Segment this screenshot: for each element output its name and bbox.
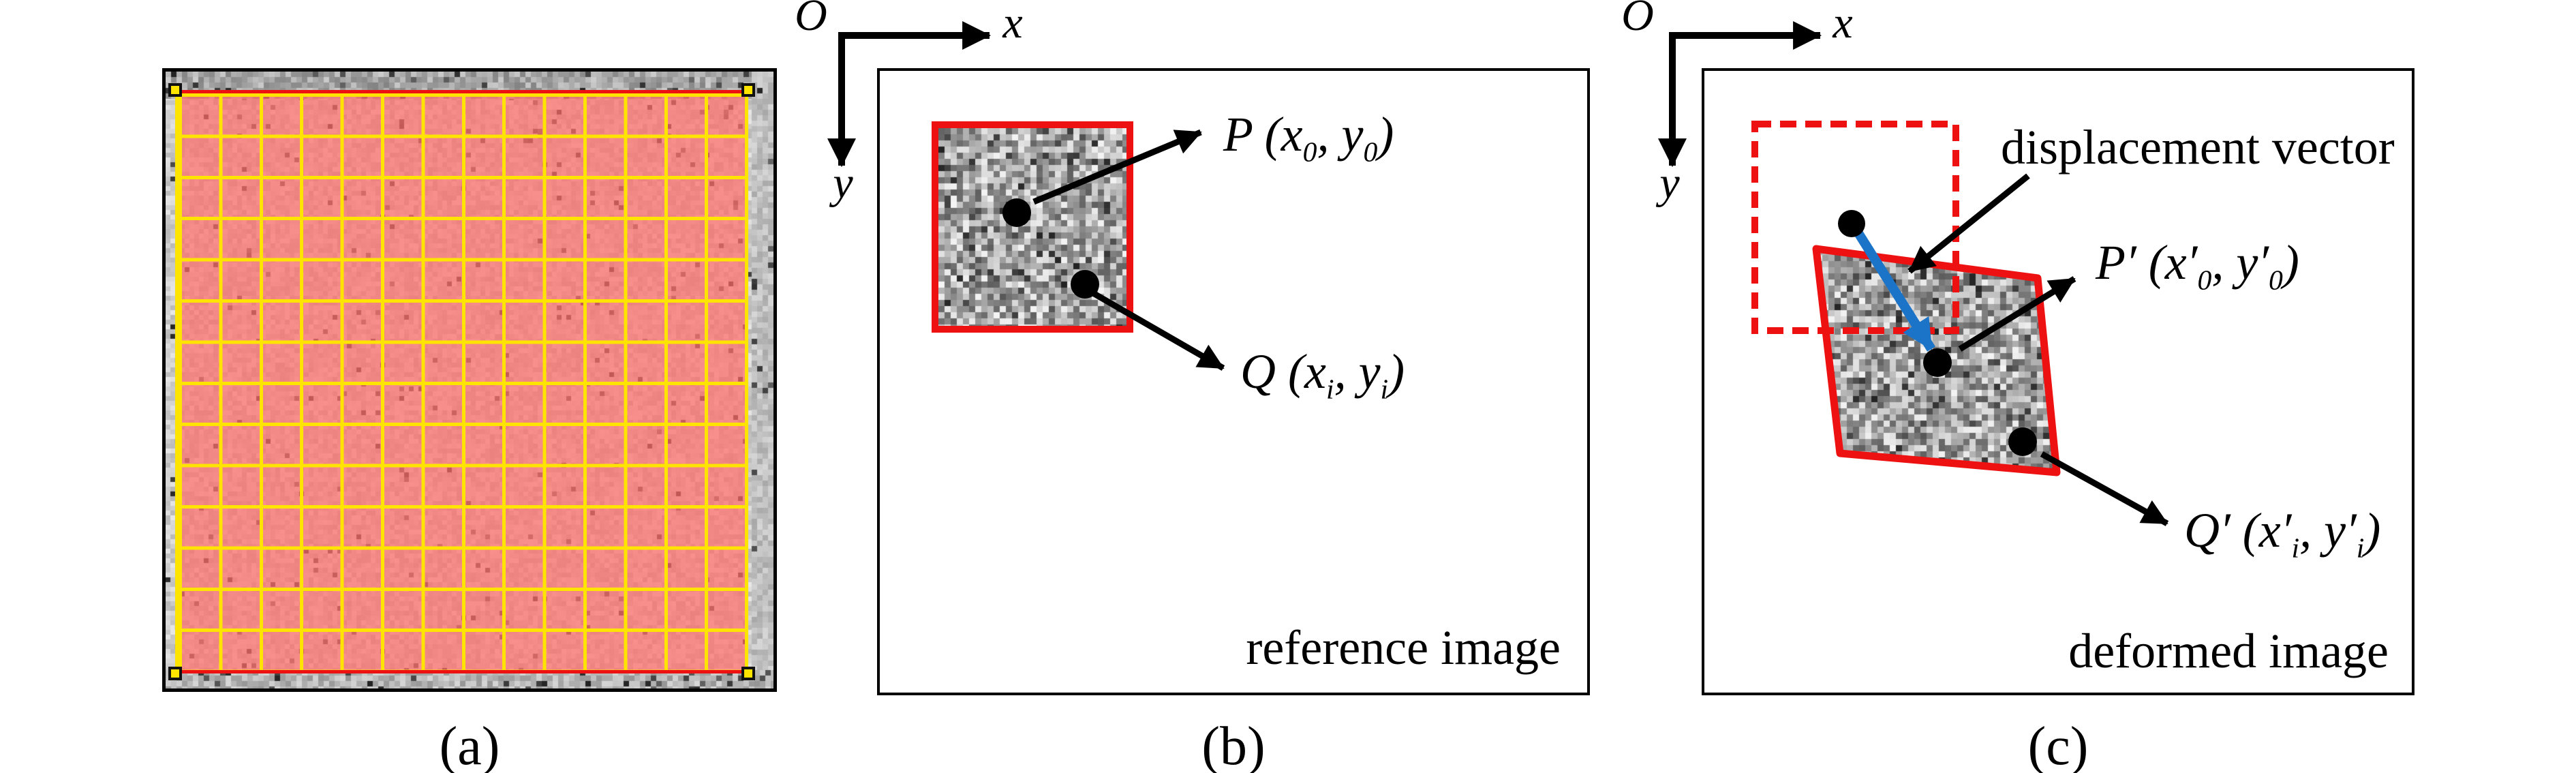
axis-y-label: y	[1659, 158, 1680, 208]
roi-corner-marker	[168, 667, 182, 680]
point-q-label: Q (xi, yi)	[1240, 344, 1405, 406]
point-p-label: P (x0, y0)	[1223, 107, 1394, 168]
roi-corner-marker	[741, 667, 755, 680]
reference-subset	[932, 121, 1133, 333]
point-q-prime-label: Q′ (x′i, y′i)	[2184, 503, 2381, 564]
axis-origin-label: O	[1621, 0, 1654, 40]
reference-image-panel	[877, 68, 1590, 695]
caption-b: (b)	[1201, 716, 1266, 773]
caption-c: (c)	[2027, 716, 2089, 773]
axis-origin-label: O	[795, 0, 827, 40]
reference-image-label: reference image	[1246, 620, 1561, 675]
deformed-image-label: deformed image	[2068, 624, 2389, 678]
deformed-subset	[1816, 249, 2057, 472]
roi-grid-overlay	[175, 90, 748, 673]
axis-y-label: y	[833, 158, 853, 208]
caption-a: (a)	[439, 716, 500, 773]
displacement-vector-label: displacement vector	[2001, 120, 2395, 175]
roi-corner-marker	[168, 83, 182, 97]
roi-corner-marker	[741, 83, 755, 97]
axis-x-label: x	[1833, 0, 1853, 48]
point-p-prime-label: P′ (x′0, y′0)	[2096, 235, 2299, 297]
axis-x-label: x	[1002, 0, 1023, 48]
